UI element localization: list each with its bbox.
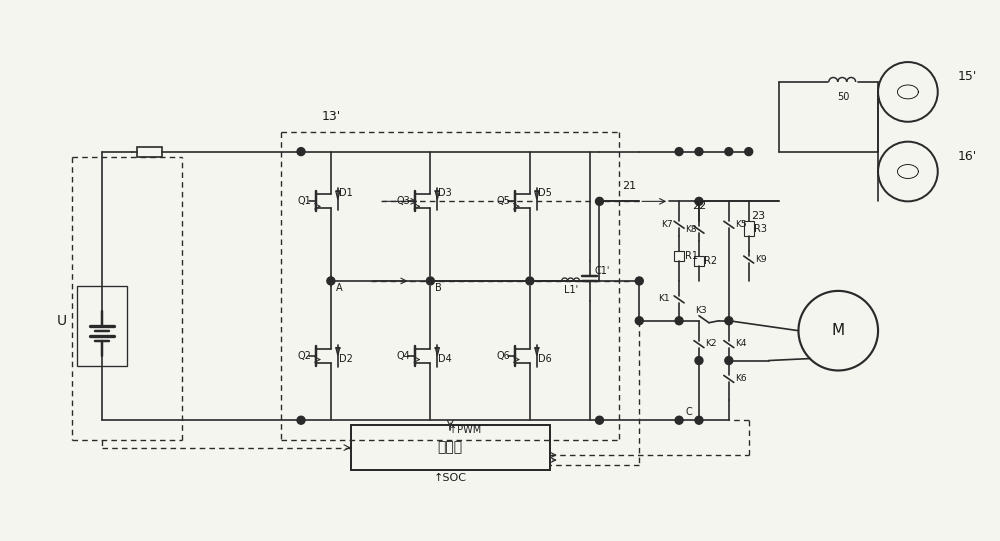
- Text: K1: K1: [658, 294, 670, 304]
- Circle shape: [297, 148, 305, 156]
- Text: K5: K5: [735, 220, 747, 229]
- Circle shape: [695, 416, 703, 424]
- Circle shape: [675, 416, 683, 424]
- Text: D3: D3: [438, 188, 452, 199]
- Circle shape: [635, 317, 643, 325]
- Circle shape: [695, 197, 703, 206]
- Circle shape: [297, 416, 305, 424]
- Text: L1': L1': [564, 285, 578, 295]
- Text: Q2: Q2: [297, 351, 311, 360]
- Text: D4: D4: [438, 354, 452, 364]
- Circle shape: [745, 148, 753, 156]
- Circle shape: [725, 148, 733, 156]
- Text: K7: K7: [661, 220, 673, 229]
- Circle shape: [426, 277, 434, 285]
- Circle shape: [327, 277, 335, 285]
- Circle shape: [526, 277, 534, 285]
- Circle shape: [725, 317, 733, 325]
- Text: A: A: [336, 283, 342, 293]
- Text: U: U: [57, 314, 67, 328]
- Text: D1: D1: [339, 188, 353, 199]
- Text: D2: D2: [339, 354, 353, 364]
- Text: Q4: Q4: [397, 351, 410, 360]
- Text: Q3: Q3: [397, 196, 410, 206]
- Text: K6: K6: [735, 374, 747, 383]
- Text: R2: R2: [704, 256, 717, 266]
- Circle shape: [695, 357, 703, 365]
- Text: Q6: Q6: [496, 351, 510, 360]
- Text: 23: 23: [752, 212, 766, 221]
- Text: 13': 13': [321, 110, 340, 123]
- Text: 16': 16': [958, 150, 977, 163]
- Text: K9: K9: [755, 255, 766, 263]
- Bar: [674, 251, 684, 261]
- Text: B: B: [435, 283, 442, 293]
- Circle shape: [635, 277, 643, 285]
- Text: 15': 15': [958, 70, 977, 83]
- Text: R3: R3: [754, 224, 767, 234]
- Text: K3: K3: [695, 306, 707, 315]
- Bar: [744, 221, 754, 236]
- Circle shape: [675, 148, 683, 156]
- Text: Q1: Q1: [297, 196, 311, 206]
- Text: K2: K2: [705, 339, 717, 348]
- Text: ↑SOC: ↑SOC: [434, 473, 467, 483]
- Text: M: M: [832, 323, 845, 338]
- Text: ↑PWM: ↑PWM: [449, 425, 481, 435]
- Text: 21: 21: [622, 181, 636, 192]
- Text: 22: 22: [692, 201, 706, 212]
- Text: D5: D5: [538, 188, 552, 199]
- Bar: [351, 425, 550, 470]
- Circle shape: [675, 317, 683, 325]
- Text: Q5: Q5: [496, 196, 510, 206]
- Text: 50: 50: [837, 92, 849, 102]
- Circle shape: [725, 357, 733, 365]
- Text: D6: D6: [538, 354, 552, 364]
- Circle shape: [695, 148, 703, 156]
- Text: K8: K8: [685, 225, 697, 234]
- Circle shape: [596, 416, 603, 424]
- Text: C: C: [686, 407, 692, 417]
- Circle shape: [596, 197, 603, 206]
- Text: K4: K4: [735, 339, 747, 348]
- Bar: [694, 256, 704, 266]
- Text: R1: R1: [685, 251, 698, 261]
- Bar: [137, 147, 162, 156]
- Bar: [77, 286, 127, 366]
- Text: 控制器: 控制器: [438, 440, 463, 454]
- Text: C1': C1': [595, 266, 610, 276]
